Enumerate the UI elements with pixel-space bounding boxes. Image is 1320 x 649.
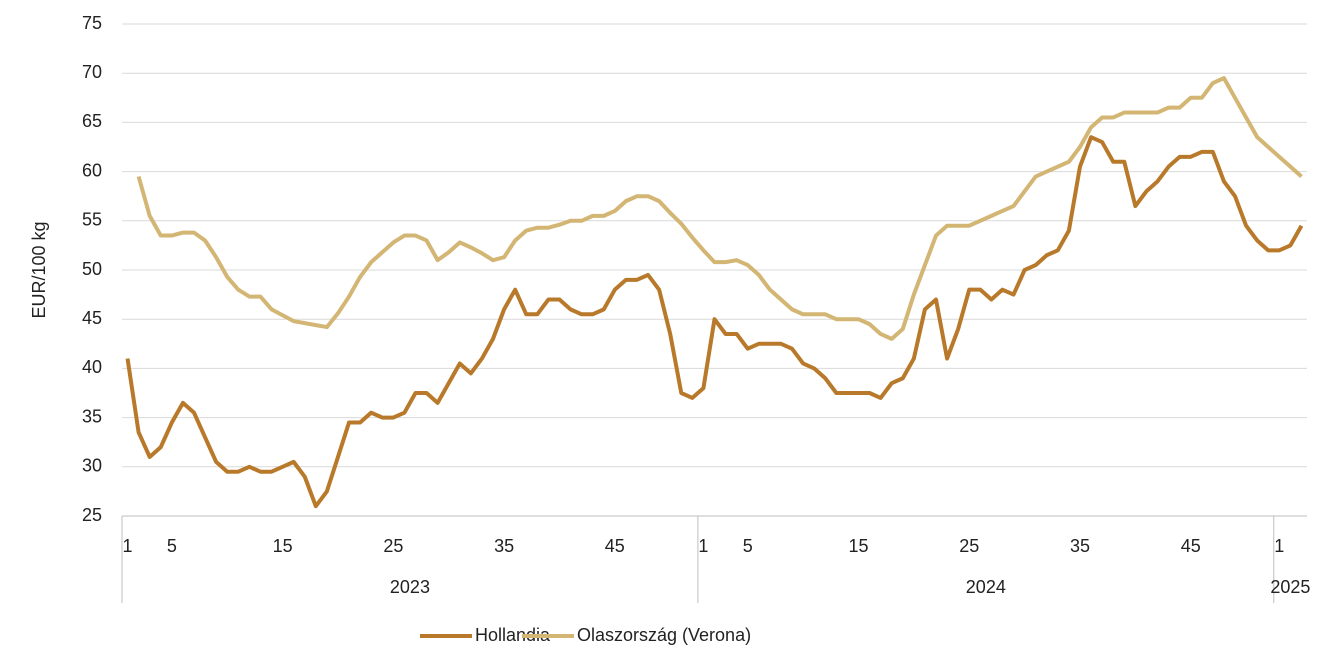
legend-label: Hollandia (475, 625, 551, 645)
y-tick-label: 55 (82, 210, 102, 230)
y-tick-label: 30 (82, 456, 102, 476)
group-label: 2024 (966, 577, 1006, 597)
y-tick-label: 50 (82, 259, 102, 279)
x-tick-label: 45 (1181, 536, 1201, 556)
x-tick-label: 35 (1070, 536, 1090, 556)
series-line (136, 76, 1303, 341)
y-tick-label: 60 (82, 160, 102, 180)
x-tick-label: 25 (959, 536, 979, 556)
y-tick-label: 70 (82, 62, 102, 82)
y-tick-label: 40 (82, 357, 102, 377)
group-label: 2025 (1270, 577, 1310, 597)
x-tick-label: 25 (383, 536, 403, 556)
x-tick-label: 5 (743, 536, 753, 556)
y-tick-label: 35 (82, 406, 102, 426)
x-tick-label: 15 (848, 536, 868, 556)
x-tick-label: 5 (167, 536, 177, 556)
x-tick-label: 1 (1274, 536, 1284, 556)
y-tick-label: 45 (82, 308, 102, 328)
y-tick-label: 25 (82, 505, 102, 525)
y-tick-label: 75 (82, 13, 102, 33)
x-tick-label: 15 (273, 536, 293, 556)
group-label: 2023 (390, 577, 430, 597)
legend-label: Olaszország (Verona) (577, 625, 751, 645)
x-tick-label: 1 (123, 536, 133, 556)
y-tick-label: 65 (82, 111, 102, 131)
x-tick-label: 35 (494, 536, 514, 556)
series-line (125, 135, 1304, 509)
y-axis-label: EUR/100 kg (29, 221, 49, 318)
x-tick-label: 1 (698, 536, 708, 556)
x-tick-label: 45 (605, 536, 625, 556)
